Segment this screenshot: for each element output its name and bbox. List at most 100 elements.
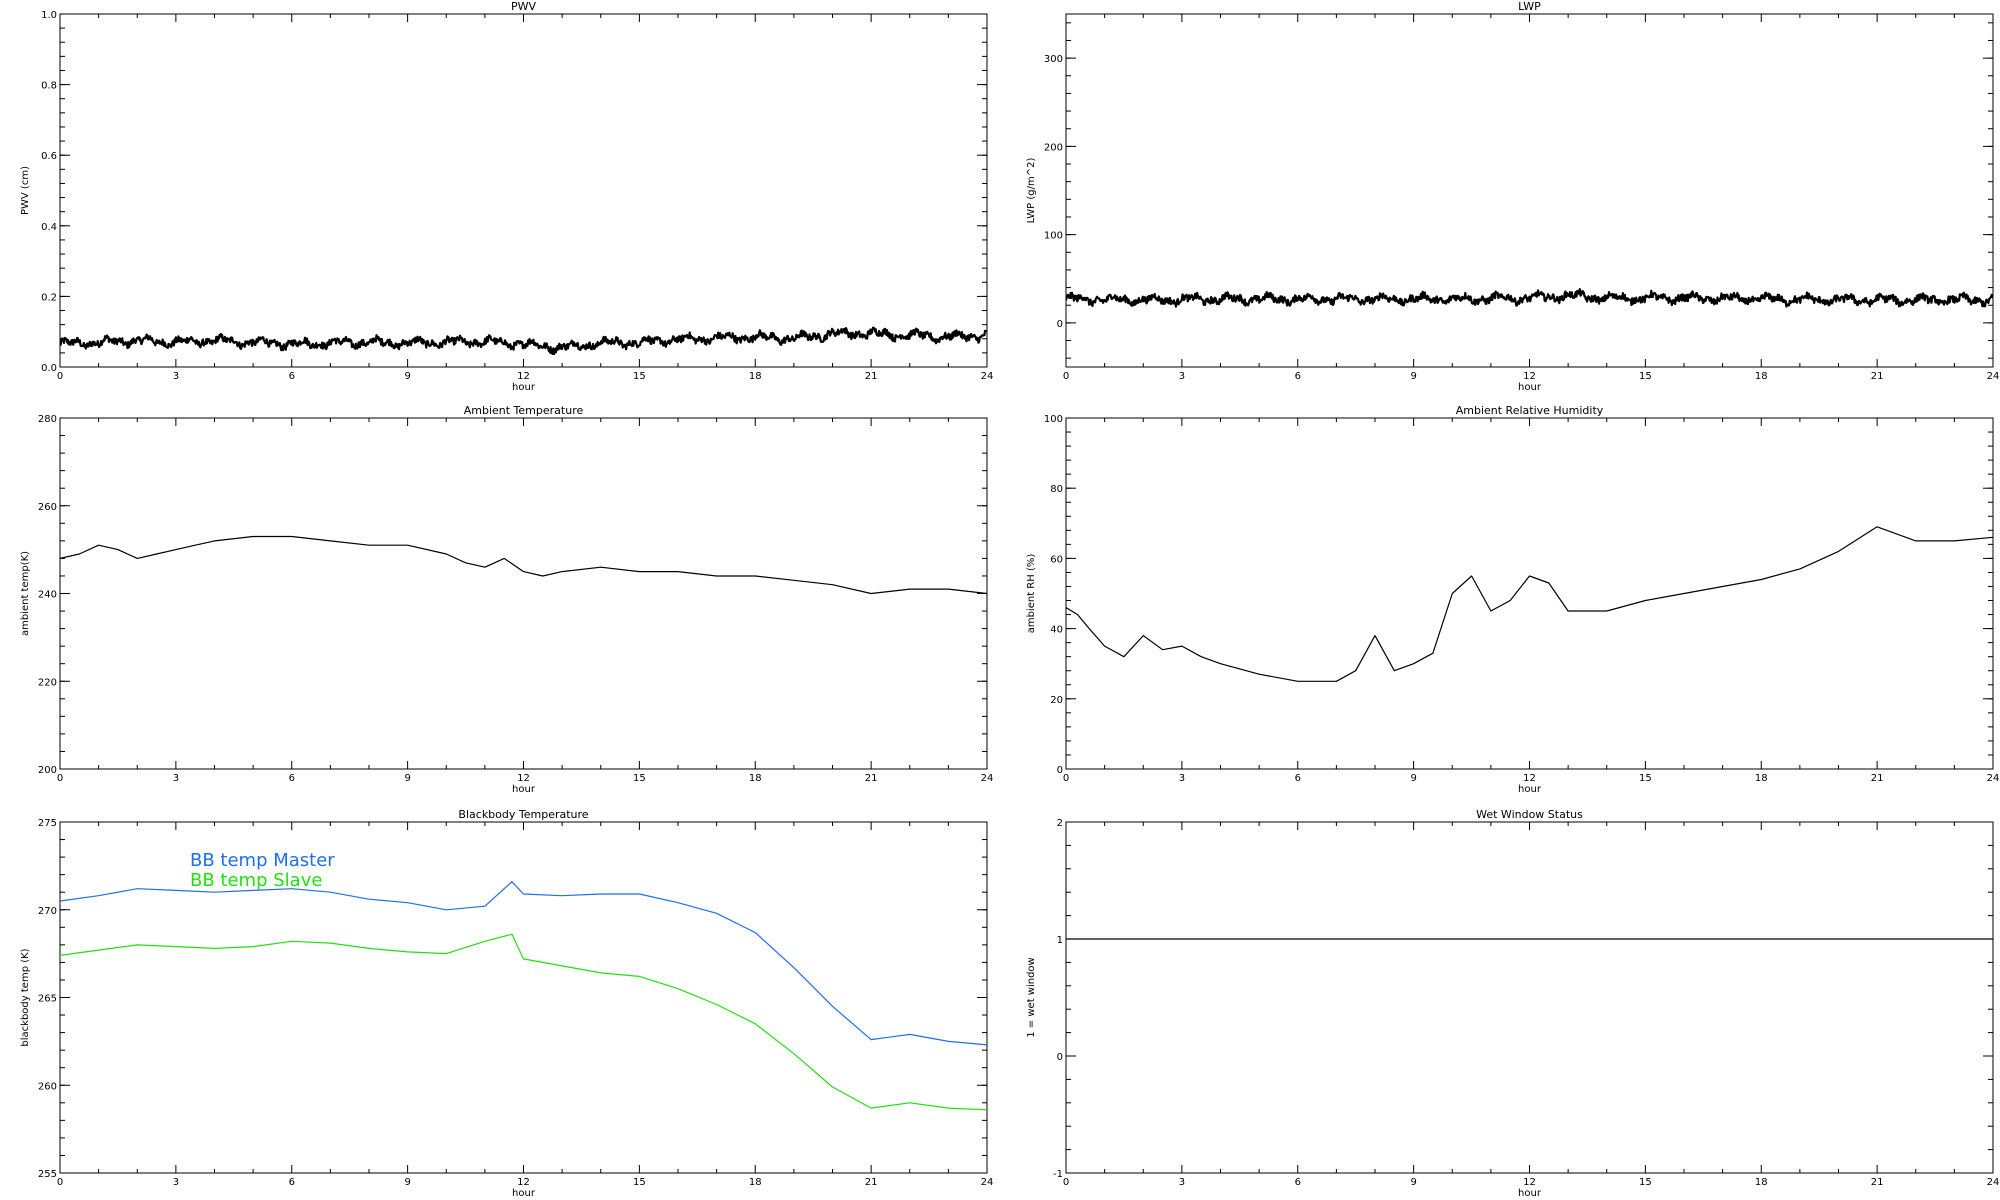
y-tick-label: 60	[1050, 554, 1063, 565]
x-tick-label: 3	[173, 773, 179, 784]
chart-title: Ambient Relative Humidity	[1456, 404, 1604, 417]
x-tick-label: 3	[1179, 371, 1185, 382]
x-tick-label: 0	[57, 371, 63, 382]
series-line-pwv	[60, 326, 987, 356]
x-tick-label: 0	[57, 773, 63, 784]
x-tick-label: 12	[1523, 1177, 1536, 1188]
x-tick-label: 12	[517, 371, 530, 382]
y-tick-label: 1.0	[41, 10, 57, 21]
legend-entry: BB temp Slave	[190, 870, 322, 891]
series-line-bb-temp-master	[60, 881, 987, 1046]
x-tick-label: 21	[1871, 371, 1884, 382]
y-axis-label: ambient RH (%)	[1026, 554, 1037, 634]
x-axis-label: hour	[512, 784, 536, 795]
x-axis-label: hour	[1518, 382, 1542, 393]
x-tick-label: 3	[173, 371, 179, 382]
x-tick-label: 21	[865, 1177, 878, 1188]
x-tick-label: 15	[1639, 1177, 1652, 1188]
y-tick-label: 280	[38, 414, 57, 425]
y-tick-label: 260	[38, 1081, 57, 1092]
y-tick-label: -1	[1053, 1169, 1063, 1180]
y-axis-label: 1 = wet window	[1026, 957, 1037, 1037]
x-tick-label: 12	[1523, 371, 1536, 382]
x-tick-label: 0	[1063, 773, 1069, 784]
x-axis-label: hour	[1518, 1188, 1542, 1199]
x-tick-label: 3	[1179, 773, 1185, 784]
plot-frame	[59, 417, 988, 770]
y-tick-label: 265	[38, 994, 57, 1005]
x-tick-label: 18	[749, 773, 762, 784]
y-tick-label: 0.0	[41, 363, 57, 374]
y-tick-label: 0.4	[41, 222, 57, 233]
panel-blackbody-temp: Blackbody Temperature 0 3 6 9 12 15 18 21 24 hour 2…	[20, 808, 993, 1199]
y-tick-label: 2	[1057, 818, 1063, 829]
plot-frame	[1065, 417, 1994, 770]
x-tick-label: 9	[1410, 1177, 1416, 1188]
chart-title: Ambient Temperature	[464, 404, 584, 417]
y-tick-label: 300	[1044, 54, 1063, 65]
x-tick-label: 12	[517, 1177, 530, 1188]
series-line-ambient-temp	[60, 535, 987, 595]
x-tick-label: 24	[1987, 773, 2000, 784]
panel-lwp: LWP 0 3 6 9 12 15 18 21 24 hour 0 100 200 300 LWP (g/m^…	[1026, 0, 1999, 393]
y-tick-label: 0	[1057, 319, 1063, 330]
x-tick-label: 15	[1639, 371, 1652, 382]
y-tick-label: 100	[1044, 414, 1063, 425]
x-tick-label: 3	[173, 1177, 179, 1188]
y-tick-label: 100	[1044, 231, 1063, 242]
y-tick-label: 0.6	[41, 151, 57, 162]
x-tick-label: 9	[1410, 371, 1416, 382]
x-tick-label: 6	[289, 773, 295, 784]
x-tick-label: 9	[1410, 773, 1416, 784]
x-tick-label: 0	[57, 1177, 63, 1188]
y-tick-label: 0.8	[41, 81, 57, 92]
x-axis-label: hour	[512, 1188, 536, 1199]
y-tick-label: 0	[1057, 1052, 1063, 1063]
x-tick-label: 18	[1755, 773, 1768, 784]
x-tick-label: 6	[1295, 773, 1301, 784]
x-tick-label: 9	[404, 1177, 410, 1188]
y-tick-label: 0	[1057, 765, 1063, 776]
x-tick-label: 0	[1063, 371, 1069, 382]
x-tick-label: 12	[517, 773, 530, 784]
x-tick-label: 6	[1295, 1177, 1301, 1188]
x-tick-label: 18	[749, 1177, 762, 1188]
x-tick-label: 24	[981, 371, 994, 382]
chart-title: Blackbody Temperature	[458, 808, 588, 821]
panel-pwv: PWV 0 3 6 9 12 15 18 21 24 hour 0.0 0.2 0.4 0.6 0.8 1.0 P…	[20, 0, 993, 393]
x-tick-label: 9	[404, 371, 410, 382]
y-tick-label: 220	[38, 677, 57, 688]
x-axis-label: hour	[512, 382, 536, 393]
y-tick-label: 0.2	[41, 292, 57, 303]
y-tick-label: 20	[1050, 695, 1063, 706]
x-tick-label: 15	[633, 1177, 646, 1188]
x-tick-label: 24	[1987, 1177, 2000, 1188]
y-tick-label: 260	[38, 502, 57, 513]
x-tick-label: 12	[1523, 773, 1536, 784]
x-tick-label: 21	[1871, 1177, 1884, 1188]
y-tick-label: 255	[38, 1169, 57, 1180]
chart-title: LWP	[1518, 0, 1541, 13]
x-tick-label: 24	[1987, 371, 2000, 382]
y-tick-label: 80	[1050, 484, 1063, 495]
x-tick-label: 15	[633, 371, 646, 382]
series-line-bb-temp-slave	[60, 933, 987, 1111]
y-axis-label: PWV (cm)	[20, 166, 31, 215]
x-tick-label: 15	[633, 773, 646, 784]
series-line-lwp	[1066, 288, 1993, 308]
x-tick-label: 0	[1063, 1177, 1069, 1188]
y-axis-label: LWP (g/m^2)	[1026, 158, 1037, 224]
x-tick-label: 18	[1755, 371, 1768, 382]
y-tick-label: 1	[1057, 935, 1063, 946]
plot-frame	[1065, 821, 1994, 1174]
x-axis-label: hour	[1518, 784, 1542, 795]
y-tick-label: 240	[38, 590, 57, 601]
x-tick-label: 18	[1755, 1177, 1768, 1188]
y-tick-label: 270	[38, 906, 57, 917]
x-tick-label: 3	[1179, 1177, 1185, 1188]
chart-title: Wet Window Status	[1476, 808, 1583, 821]
series-line-ambient-rh	[1066, 526, 1993, 682]
plot-frame	[1065, 13, 1994, 368]
